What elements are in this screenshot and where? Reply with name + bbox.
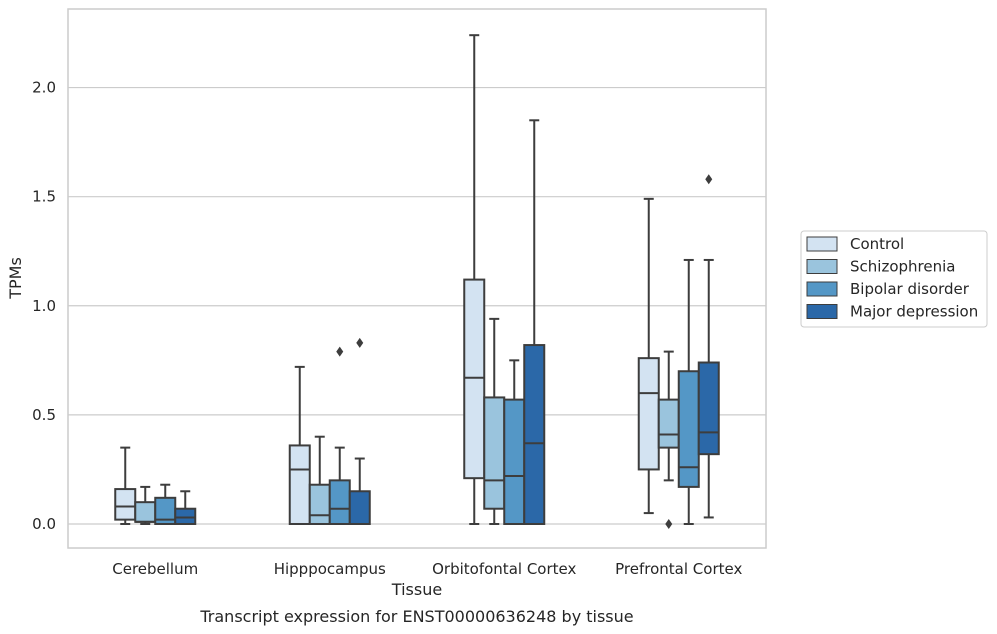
outlier-point [665, 518, 673, 529]
box-plot-major-depression [348, 337, 371, 525]
box-plot-bipolar-disorder [677, 258, 700, 525]
x-tick-label: Hipppocampus [274, 560, 386, 578]
legend-frame [800, 230, 988, 328]
outlier-point [356, 337, 364, 348]
legend-entry: Schizophrenia [850, 258, 955, 276]
box-plot-bipolar-disorder [328, 346, 351, 525]
legend-swatch [806, 236, 838, 252]
box-layer [114, 34, 720, 529]
box [348, 490, 371, 525]
y-tick-label: 0.0 [32, 515, 56, 533]
plot-frame [67, 8, 767, 549]
box [503, 398, 526, 525]
legend-swatch [806, 304, 838, 319]
y-axis-label: TPMs [6, 257, 25, 300]
box-plot-schizophrenia [134, 485, 157, 525]
y-tick-label: 1.0 [32, 297, 56, 315]
box [657, 398, 680, 449]
legend: Control Schizophrenia Bipolar disorder Majo… [800, 230, 988, 328]
box [523, 344, 546, 525]
box-plot-control [463, 34, 486, 525]
box-plot-major-depression [523, 119, 546, 525]
legend-entry: Control [850, 235, 904, 253]
box-plot-control [288, 365, 311, 525]
box [637, 357, 660, 471]
legend-entry: Major depression [850, 303, 978, 321]
box-plot-major-depression [697, 174, 720, 519]
x-tick-labels: Cerebellum Hipppocampus Orbitofontal Corte… [112, 560, 742, 578]
box-plot-schizophrenia [308, 435, 331, 525]
box [174, 507, 197, 525]
gridlines [68, 86, 766, 525]
box [463, 278, 486, 480]
box [483, 396, 506, 510]
y-tick-label: 2.0 [32, 79, 56, 97]
box-plot-major-depression [174, 490, 197, 525]
box-plot-control [637, 197, 660, 515]
box [134, 501, 157, 523]
box [114, 488, 137, 521]
y-tick-label: 0.5 [32, 406, 56, 424]
x-axis-label: Tissue [391, 580, 442, 599]
box [328, 479, 351, 525]
x-tick-label: Cerebellum [112, 560, 198, 578]
box [677, 370, 700, 488]
chart-caption: Transcript expression for ENST0000063624… [199, 607, 633, 626]
box-plot-schizophrenia [483, 317, 506, 525]
y-tick-label: 1.5 [32, 188, 56, 206]
outlier-point [705, 174, 713, 185]
legend-swatch [806, 281, 838, 297]
box [697, 361, 720, 456]
box [288, 444, 311, 525]
box-plot-bipolar-disorder [154, 483, 177, 525]
box [308, 483, 331, 525]
legend-swatch [806, 259, 838, 274]
outlier-point [336, 346, 344, 357]
box-plot-bipolar-disorder [503, 359, 526, 525]
box-plot-control [114, 446, 137, 525]
x-tick-label: Orbitofontal Cortex [432, 560, 576, 578]
x-tick-label: Prefrontal Cortex [615, 560, 742, 578]
box-plot-schizophrenia [657, 350, 680, 529]
y-tick-labels: 0.0 0.5 1.0 1.5 2.0 [32, 79, 56, 533]
legend-entry: Bipolar disorder [850, 280, 970, 298]
